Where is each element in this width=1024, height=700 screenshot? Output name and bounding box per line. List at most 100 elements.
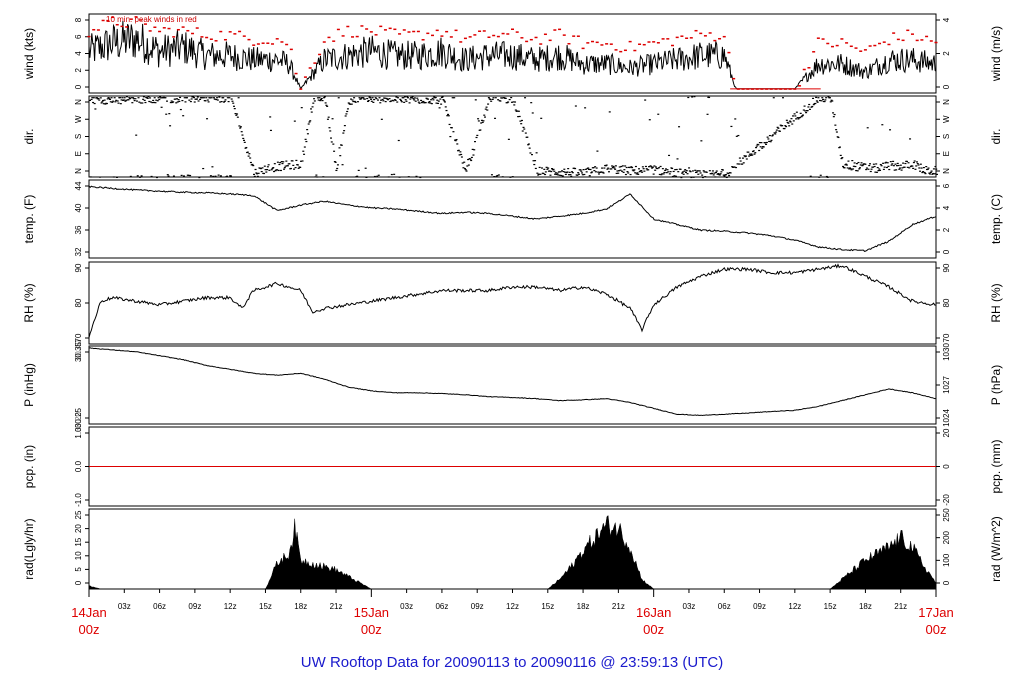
direction-point	[178, 100, 181, 103]
direction-point	[672, 170, 675, 173]
peak-wind-mark	[812, 51, 816, 53]
direction-point	[831, 100, 834, 102]
direction-point	[799, 112, 802, 114]
direction-point	[159, 96, 162, 98]
direction-point	[315, 174, 318, 176]
panel-frame	[88, 261, 937, 345]
direction-point	[235, 114, 238, 116]
direction-point	[460, 156, 463, 158]
direction-point	[551, 168, 553, 170]
x-hour-label: 03z	[683, 602, 696, 611]
direction-point	[845, 163, 848, 165]
direction-point	[928, 172, 931, 174]
peak-wind-mark	[271, 43, 275, 45]
peak-wind-mark	[511, 28, 514, 30]
peak-wind-mark	[670, 44, 674, 47]
direction-point	[384, 101, 387, 103]
direction-point	[169, 125, 172, 127]
direction-point	[129, 175, 132, 178]
direction-point	[688, 167, 691, 169]
direction-point	[514, 101, 517, 103]
direction-point	[576, 174, 579, 176]
direction-point	[269, 129, 272, 132]
direction-point	[338, 147, 341, 149]
direction-point	[396, 101, 399, 103]
direction-point	[617, 172, 620, 174]
direction-point	[916, 163, 919, 165]
direction-point	[98, 99, 101, 101]
direction-point	[220, 101, 223, 103]
peak-wind-mark	[882, 41, 886, 43]
peak-wind-mark	[548, 39, 552, 42]
direction-point	[610, 168, 613, 170]
direction-point	[330, 137, 333, 139]
peak-wind-mark	[520, 37, 524, 39]
peak-wind-mark	[482, 30, 486, 32]
direction-point	[844, 164, 847, 166]
direction-point	[432, 99, 435, 101]
direction-point	[247, 155, 250, 157]
direction-point	[382, 100, 385, 102]
peak-wind-mark	[115, 23, 119, 26]
right-tick-label: 250	[942, 508, 951, 522]
direction-point	[270, 169, 273, 171]
direction-point	[273, 170, 276, 173]
right-tick-label: 6	[942, 183, 951, 188]
direction-point	[857, 161, 860, 164]
x-axis: 03z 06z 09z 12z 15z 18z 21z 03z 06z 09z 12z 15z 18z 2…	[71, 589, 954, 637]
left-tick-label: 30.25	[74, 407, 83, 428]
direction-point	[271, 167, 274, 170]
direction-point	[875, 163, 878, 165]
peak-wind-mark	[176, 28, 180, 31]
direction-point	[603, 167, 606, 169]
direction-point	[144, 101, 147, 104]
direction-point	[630, 166, 633, 168]
direction-point	[892, 165, 895, 167]
direction-point	[755, 145, 758, 147]
direction-point	[651, 167, 654, 169]
direction-point	[420, 102, 423, 104]
direction-point	[388, 98, 391, 100]
direction-point	[155, 176, 158, 179]
direction-point	[657, 113, 660, 115]
direction-point	[852, 165, 855, 167]
direction-point	[845, 164, 848, 166]
direction-point	[533, 163, 536, 166]
direction-point	[750, 153, 753, 155]
direction-point	[232, 105, 235, 107]
direction-point	[711, 170, 714, 172]
direction-point	[189, 100, 192, 103]
direction-point	[456, 143, 459, 145]
direction-point	[222, 97, 225, 99]
peak-wind-mark	[365, 28, 369, 30]
direction-point	[775, 129, 778, 131]
direction-point	[165, 113, 168, 115]
left-tick-label: -1.0	[74, 493, 83, 507]
direction-point	[872, 166, 875, 168]
direction-point	[702, 170, 705, 172]
direction-point	[112, 176, 115, 178]
direction-point	[523, 128, 526, 130]
direction-point	[324, 102, 327, 104]
peak-wind-mark	[318, 53, 322, 56]
direction-point	[124, 100, 127, 102]
direction-point	[534, 160, 537, 162]
direction-point	[455, 138, 458, 141]
direction-point	[495, 175, 498, 177]
direction-point	[869, 170, 872, 173]
direction-point	[913, 160, 916, 162]
direction-point	[413, 97, 416, 99]
direction-point	[557, 174, 560, 176]
direction-point	[218, 96, 221, 98]
direction-point	[259, 167, 262, 170]
direction-point	[564, 171, 567, 173]
peak-wind-mark	[393, 28, 397, 31]
right-axis-label: RH (%)	[989, 283, 1003, 322]
right-tick-label: 0	[942, 249, 951, 254]
direction-point	[765, 143, 768, 145]
peak-wind-mark	[374, 34, 378, 36]
direction-point	[808, 108, 811, 110]
peak-wind-mark	[929, 40, 933, 42]
direction-point	[326, 105, 329, 107]
direction-point	[139, 102, 142, 104]
